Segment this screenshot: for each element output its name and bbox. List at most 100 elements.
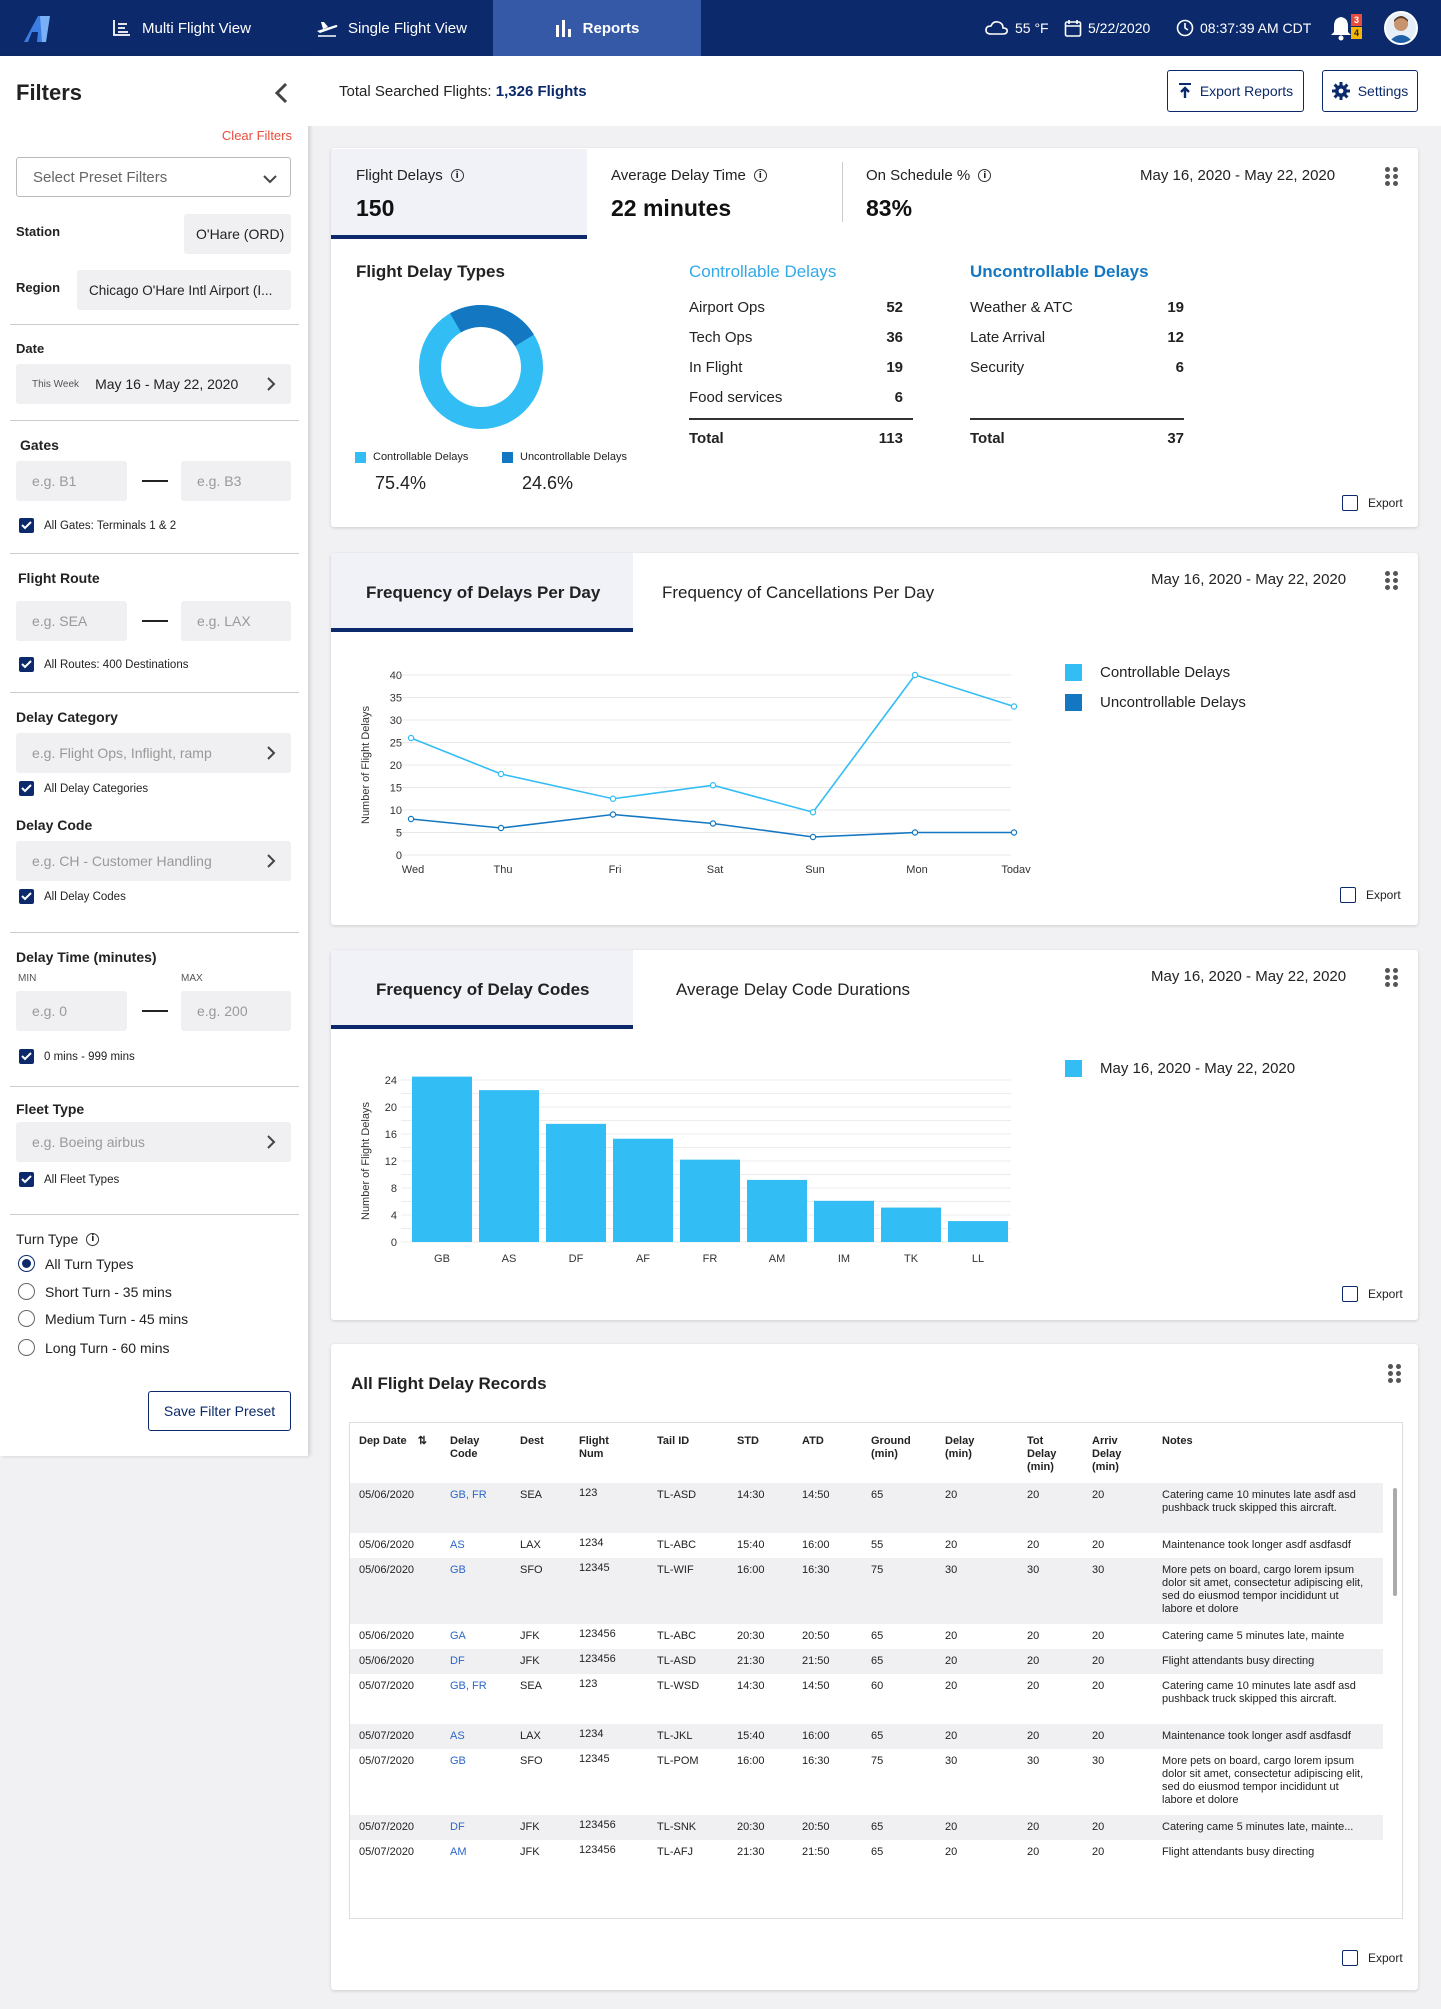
data-point[interactable] xyxy=(407,815,415,823)
table-row[interactable]: 05/07/2020 DF JFK 123456 TL-SNK 20:30 20:50 65 2… xyxy=(350,1815,1383,1840)
all-gates-checkbox[interactable]: All Gates: Terminals 1 & 2 xyxy=(19,518,176,533)
station-field[interactable]: O'Hare (ORD) xyxy=(184,214,291,254)
sort-icon[interactable]: ⇅ xyxy=(414,1435,427,1447)
data-point[interactable] xyxy=(709,782,717,789)
data-point[interactable] xyxy=(609,811,617,818)
data-point[interactable] xyxy=(609,795,617,802)
collapse-chevron-icon[interactable] xyxy=(274,82,290,104)
data-point[interactable] xyxy=(1010,829,1018,836)
table-row[interactable]: 05/06/2020 GB SFO 12345 TL-WIF 16:00 16:30 75 30… xyxy=(350,1558,1383,1624)
export-reports-button[interactable]: Export Reports xyxy=(1167,70,1304,112)
turn-option-short[interactable]: Short Turn - 35 mins xyxy=(18,1283,172,1300)
bar[interactable] xyxy=(948,1221,1008,1242)
all-fleet-types-checkbox[interactable]: All Fleet Types xyxy=(19,1172,119,1187)
more-options-icon[interactable] xyxy=(1385,968,1399,988)
delay-code-link[interactable]: GB xyxy=(446,1558,516,1624)
turn-option-medium[interactable]: Medium Turn - 45 mins xyxy=(18,1310,188,1327)
delay-code-field[interactable]: e.g. CH - Customer Handling xyxy=(16,841,291,881)
weather-text: 55 °F xyxy=(1015,20,1049,36)
turn-option-long[interactable]: Long Turn - 60 mins xyxy=(18,1339,170,1356)
bar[interactable] xyxy=(412,1076,472,1242)
info-icon[interactable]: i xyxy=(86,1232,100,1246)
bar[interactable] xyxy=(747,1179,807,1242)
delay-code-link[interactable]: DF xyxy=(446,1649,516,1674)
more-options-icon[interactable] xyxy=(1385,571,1399,591)
info-icon[interactable]: i xyxy=(978,169,992,182)
avatar[interactable] xyxy=(1384,11,1418,45)
column-header[interactable]: Dep Date ⇅ xyxy=(350,1423,446,1483)
export-checkbox[interactable]: Export xyxy=(1342,495,1403,511)
table-row[interactable]: 05/07/2020 GB SFO 12345 TL-POM 16:00 16:30 75 30… xyxy=(350,1749,1383,1815)
nav-reports[interactable]: Reports xyxy=(493,0,701,56)
gates-to-input[interactable]: e.g. B3 xyxy=(181,461,291,501)
table-row[interactable]: 05/07/2020 AS LAX 1234 TL-JKL 15:40 16:00 65 20 2… xyxy=(350,1724,1383,1749)
delay-code-link[interactable]: DF xyxy=(446,1815,516,1840)
bar[interactable] xyxy=(613,1138,673,1242)
more-options-icon[interactable] xyxy=(1388,1364,1402,1384)
delay-code-link[interactable]: AS xyxy=(446,1724,516,1749)
tab-average-durations[interactable]: Average Delay Code Durations xyxy=(676,980,911,999)
scrollbar-thumb[interactable] xyxy=(1393,1488,1397,1596)
data-point[interactable] xyxy=(407,734,415,742)
table-row[interactable]: 05/06/2020 GA JFK 123456 TL-ABC 20:30 20:50 65 2… xyxy=(350,1624,1383,1649)
gates-from-input[interactable]: e.g. B1 xyxy=(16,461,127,501)
region-field[interactable]: Chicago O'Hare Intl Airport (I... xyxy=(77,270,291,310)
bar[interactable] xyxy=(680,1159,740,1242)
bar[interactable] xyxy=(479,1090,539,1242)
save-filter-preset-button[interactable]: Save Filter Preset xyxy=(148,1391,291,1431)
delay-time-all-checkbox[interactable]: 0 mins - 999 mins xyxy=(19,1049,135,1064)
bar[interactable] xyxy=(814,1200,874,1242)
more-options-icon[interactable] xyxy=(1385,167,1399,187)
table-cell: Flight attendants busy directing xyxy=(1158,1649,1383,1674)
delay-code-link[interactable]: GA xyxy=(450,1630,466,1642)
delay-max-input[interactable]: e.g. 200 xyxy=(181,991,291,1031)
delay-code-link[interactable]: GB xyxy=(450,1755,466,1767)
delay-code-link[interactable]: GB, FR xyxy=(446,1483,516,1533)
turn-option-all[interactable]: All Turn Types xyxy=(18,1255,133,1272)
all-routes-checkbox[interactable]: All Routes: 400 Destinations xyxy=(19,657,188,672)
app-logo-icon[interactable] xyxy=(22,12,56,44)
all-delay-categories-checkbox[interactable]: All Delay Categories xyxy=(19,781,148,796)
delay-code-link[interactable]: AM xyxy=(450,1846,467,1858)
data-point[interactable] xyxy=(497,824,505,832)
info-icon[interactable]: i xyxy=(450,169,464,182)
table-row[interactable]: 05/07/2020 AM JFK 123456 TL-AFJ 21:30 21:50 65 2… xyxy=(350,1840,1383,1865)
tab-cancellations-per-day[interactable]: Frequency of Cancellations Per Day xyxy=(662,583,935,602)
delay-category-field[interactable]: e.g. Flight Ops, Inflight, ramp xyxy=(16,733,291,773)
settings-button[interactable]: Settings xyxy=(1322,70,1418,112)
data-point[interactable] xyxy=(911,671,919,679)
delay-min-input[interactable]: e.g. 0 xyxy=(16,991,127,1031)
data-point[interactable] xyxy=(911,829,919,836)
fleet-type-field[interactable]: e.g. Boeing airbus xyxy=(16,1122,291,1162)
route-from-input[interactable]: e.g. SEA xyxy=(16,601,127,641)
data-point[interactable] xyxy=(1010,703,1018,710)
tab-delay-codes[interactable] xyxy=(331,950,633,1029)
info-icon[interactable]: i xyxy=(753,169,767,182)
table-row[interactable]: 05/06/2020 AS LAX 1234 TL-ABC 15:40 16:00 55 20 2… xyxy=(350,1533,1383,1558)
route-to-input[interactable]: e.g. LAX xyxy=(181,601,291,641)
bar[interactable] xyxy=(881,1207,941,1242)
preset-filter-select[interactable]: Select Preset Filters xyxy=(16,157,291,197)
nav-multi-flight-view[interactable]: Multi Flight View xyxy=(112,0,251,56)
tab-flight-delays[interactable] xyxy=(331,149,587,239)
nav-single-flight-view[interactable]: Single Flight View xyxy=(316,0,467,56)
bar[interactable] xyxy=(546,1123,606,1242)
table-row[interactable]: 05/06/2020 DF JFK 123456 TL-ASD 21:30 21:50 65 2… xyxy=(350,1649,1383,1674)
export-checkbox[interactable]: Export xyxy=(1340,887,1401,903)
delay-code-link[interactable]: GB, FR xyxy=(450,1680,487,1692)
data-point[interactable] xyxy=(497,770,505,778)
tab-delays-per-day[interactable] xyxy=(331,553,633,632)
data-point[interactable] xyxy=(809,809,817,816)
records-table-container[interactable]: Dep Date ⇅ Delay Code Dest Flight Num Tail I… xyxy=(349,1422,1403,1919)
data-point[interactable] xyxy=(809,833,817,841)
table-row[interactable]: 05/07/2020 GB, FR SEA 123 TL-WSD 14:30 14:50 60… xyxy=(350,1674,1383,1724)
date-range-field[interactable]: This Week May 16 - May 22, 2020 xyxy=(16,364,291,404)
clear-filters-link[interactable]: Clear Filters xyxy=(221,128,292,143)
data-point[interactable] xyxy=(709,820,717,827)
all-delay-codes-checkbox[interactable]: All Delay Codes xyxy=(19,889,126,904)
export-checkbox[interactable]: Export xyxy=(1342,1950,1403,1966)
table-row[interactable]: 05/06/2020 GB, FR SEA 123 TL-ASD 14:30 14:50 65… xyxy=(350,1483,1383,1533)
export-checkbox[interactable]: Export xyxy=(1342,1286,1403,1302)
notifications[interactable]: 3 4 xyxy=(1330,14,1362,44)
delay-code-link[interactable]: AS xyxy=(450,1539,465,1551)
